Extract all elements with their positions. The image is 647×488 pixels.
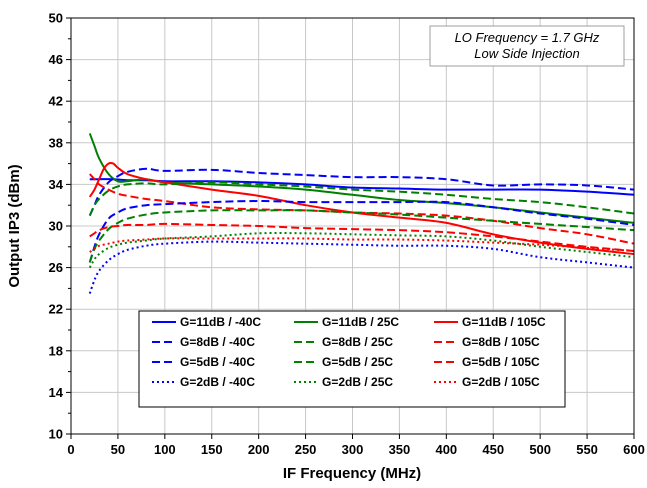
x-tick-label: 250: [295, 442, 317, 457]
y-tick-label: 10: [49, 427, 63, 442]
annotation-line-1: LO Frequency = 1.7 GHz: [455, 30, 600, 45]
y-tick-label: 42: [49, 94, 63, 109]
legend: G=11dB / -40C G=11dB / 25C G=11dB / 105C G=…: [138, 310, 566, 408]
x-tick-label: 400: [435, 442, 457, 457]
x-tick-label: 550: [576, 442, 598, 457]
legend-label: G=2dB / -40C: [180, 375, 255, 389]
x-axis-title: IF Frequency (MHz): [283, 465, 421, 482]
x-tick-label: 100: [154, 442, 176, 457]
y-tick-label: 18: [49, 343, 63, 358]
x-tick-label: 450: [482, 442, 504, 457]
series-line-9: [88, 240, 634, 294]
y-tick-label: 50: [49, 11, 63, 26]
series-line-11: [89, 237, 634, 253]
legend-label: G=11dB / 105C: [462, 315, 546, 329]
series-line-8: [89, 222, 634, 252]
y-tick-label: 14: [49, 385, 64, 400]
x-tick-label: 600: [623, 442, 645, 457]
y-tick-label: 22: [49, 302, 63, 317]
legend-box: [138, 310, 566, 408]
x-tick-label: 500: [529, 442, 551, 457]
y-axis-title: Output IP3 (dBm): [6, 164, 23, 287]
legend-label: G=8dB / 25C: [322, 335, 393, 349]
x-tick-label: 200: [248, 442, 270, 457]
series-line-7: [88, 209, 634, 263]
y-tick-label: 38: [49, 135, 63, 150]
legend-label: G=8dB / 105C: [462, 335, 540, 349]
legend-label: G=11dB / -40C: [180, 315, 261, 329]
y-tick-label: 34: [49, 177, 64, 192]
x-tick-label: 0: [67, 442, 74, 457]
legend-label: G=11dB / 25C: [322, 315, 399, 329]
annotation-line-2: Low Side Injection: [474, 46, 580, 61]
series-line-3: [88, 167, 634, 217]
legend-label: G=5dB / 105C: [462, 355, 540, 369]
x-tick-label: 50: [111, 442, 125, 457]
series-line-0: [89, 178, 634, 196]
legend-label: G=5dB / -40C: [180, 355, 255, 369]
legend-label: G=8dB / -40C: [180, 335, 255, 349]
x-tick-label: 350: [389, 442, 411, 457]
y-tick-label: 46: [49, 52, 63, 67]
annotation-box: LO Frequency = 1.7 GHz Low Side Injectio…: [429, 25, 625, 67]
series-lines: [88, 133, 634, 294]
series-line-5: [89, 173, 634, 245]
x-tick-label: 150: [201, 442, 223, 457]
y-tick-label: 30: [49, 219, 63, 234]
x-tick-label: 300: [342, 442, 364, 457]
series-line-2: [88, 162, 634, 256]
series-line-10: [88, 232, 634, 269]
y-tick-label: 26: [49, 260, 63, 275]
legend-label: G=2dB / 105C: [462, 375, 540, 389]
axes: 0 50 100 150 200 250 300 350 400 450 500 550 600 10 14…: [49, 11, 645, 458]
legend-label: G=2dB / 25C: [322, 375, 393, 389]
series-line-1: [88, 133, 634, 224]
legend-label: G=5dB / 25C: [322, 355, 393, 369]
series-line-4: [88, 181, 634, 217]
